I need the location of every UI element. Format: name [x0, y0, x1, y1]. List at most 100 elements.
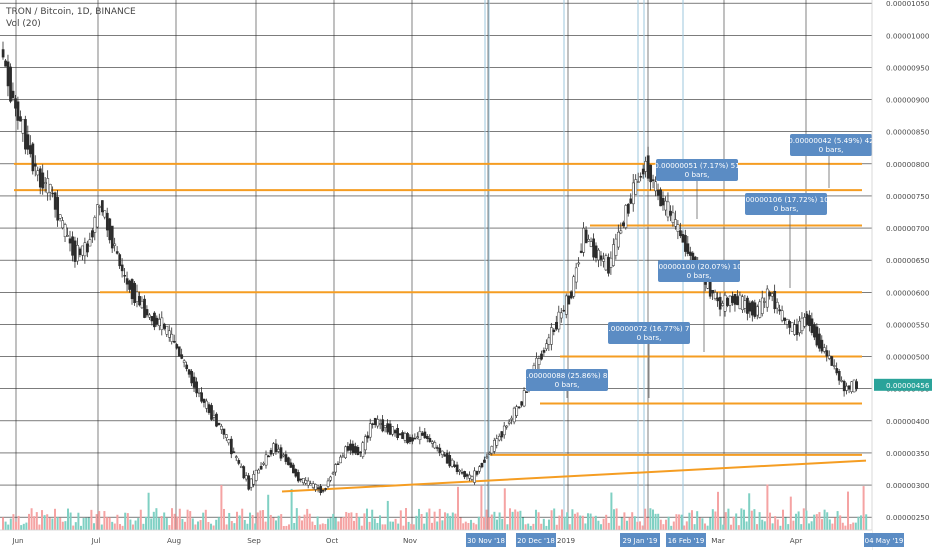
candle-body — [259, 465, 263, 470]
candle-body — [274, 443, 278, 452]
price-tick-label: 0.00000850 — [886, 128, 930, 137]
price-tick-label: 0.00000400 — [886, 417, 930, 426]
candle-body — [795, 324, 799, 335]
volume-bar — [597, 520, 600, 530]
candle-body — [803, 317, 806, 327]
candle-body — [237, 460, 241, 464]
volume-bar — [194, 524, 197, 530]
candle-body — [349, 443, 352, 451]
candle-body — [297, 472, 300, 482]
measure-label: 0.00000051 (7.17%) 51 — [654, 161, 740, 170]
candle-body — [373, 417, 377, 425]
volume-bar — [4, 521, 7, 530]
candle-body — [73, 240, 77, 262]
volume-bar — [145, 517, 147, 530]
volume-bar — [665, 519, 667, 530]
candle-body — [423, 431, 427, 439]
candle-body — [416, 436, 419, 439]
volume-bar — [132, 524, 134, 530]
candle-body — [195, 381, 198, 394]
volume-bar — [592, 516, 595, 530]
volume-bar — [285, 525, 288, 530]
measure-label: 0.00000100 (20.07%) 100 — [652, 262, 747, 271]
candle-body — [741, 296, 744, 311]
candle-body — [646, 155, 650, 179]
volume-bar — [72, 525, 75, 530]
volume-bar — [389, 521, 392, 530]
volume-bar — [15, 521, 17, 530]
date-tag-label: 20 Dec '18 — [517, 537, 555, 545]
candle-body — [29, 145, 32, 155]
volume-bar — [376, 522, 379, 530]
volume-bar — [589, 513, 592, 530]
volume-bar — [371, 509, 374, 530]
candle-body — [823, 347, 826, 352]
candle-body — [450, 459, 454, 467]
candle-body — [277, 448, 280, 452]
volume-bar — [800, 524, 803, 530]
volume-bar — [337, 521, 340, 530]
volume-bar — [717, 491, 719, 530]
time-tick-label: 2019 — [557, 536, 576, 545]
volume-bar — [54, 508, 56, 530]
candle-body — [785, 319, 789, 325]
volume-bar — [475, 524, 478, 530]
volume-bar — [238, 515, 241, 530]
candle-body — [832, 365, 836, 367]
volume-bar — [761, 519, 764, 530]
candle-body — [790, 322, 794, 332]
volume-bar — [199, 520, 202, 530]
volume-bar — [12, 514, 15, 530]
candle-body — [758, 301, 762, 318]
volume-bar — [797, 511, 800, 530]
volume-bar — [847, 491, 849, 530]
volume-bar — [207, 521, 210, 530]
candle-body — [649, 164, 653, 183]
time-tick-label: Sep — [247, 536, 261, 545]
date-tag-label: 16 Feb '19 — [668, 537, 705, 545]
time-tick-label: Mar — [711, 536, 725, 545]
candle-body — [515, 406, 519, 416]
candle-body — [557, 311, 561, 330]
candle-body — [66, 235, 69, 237]
volume-bar — [545, 525, 548, 530]
volume-bar — [740, 508, 743, 530]
volume-bar — [210, 523, 212, 530]
volume-bar — [407, 521, 410, 530]
candle-body — [326, 480, 330, 487]
volume-bar — [241, 508, 244, 530]
candle-body — [493, 440, 496, 452]
candle-body — [589, 241, 593, 247]
candle-body — [473, 470, 476, 483]
volume-bar — [106, 517, 108, 530]
candle-body — [100, 200, 104, 213]
candle-body — [773, 290, 777, 310]
volume-bar — [275, 520, 277, 530]
volume-bar — [90, 509, 93, 530]
volume-bar — [618, 525, 621, 530]
volume-bar — [158, 518, 160, 530]
candle-body — [788, 321, 791, 328]
candle-body — [820, 339, 824, 352]
volume-bar — [571, 509, 574, 530]
volume-bar — [631, 512, 634, 530]
candle-body — [16, 101, 20, 121]
volume-bar — [67, 508, 69, 530]
candle-body — [282, 454, 285, 457]
volume-bar — [288, 524, 290, 530]
candle-body — [671, 212, 675, 223]
volume-bar — [173, 513, 176, 530]
candle-body — [212, 414, 216, 418]
volume-bar — [355, 512, 358, 530]
candle-body — [463, 471, 466, 478]
candle-body — [679, 230, 682, 237]
candle-body — [125, 278, 129, 285]
candle-body — [488, 452, 491, 455]
candle-body — [599, 255, 603, 260]
volume-bar — [563, 516, 566, 530]
volume-bar — [438, 508, 441, 530]
volume-bar — [293, 522, 296, 530]
volume-bar — [579, 515, 582, 530]
